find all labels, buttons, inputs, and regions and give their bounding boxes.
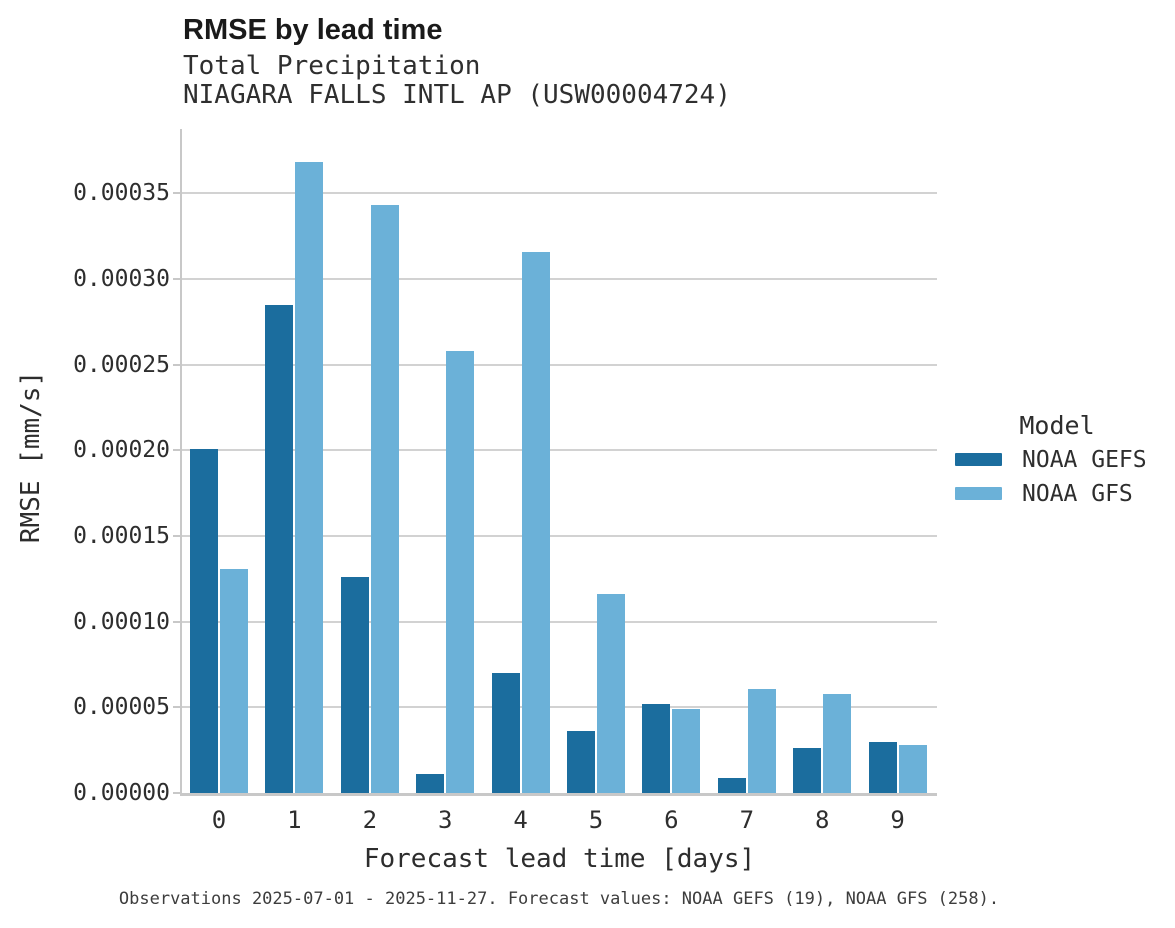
y-tick-label: 0.00005	[73, 694, 170, 721]
y-tick-label: 0.00025	[73, 351, 170, 378]
legend-label: NOAA GFS	[1022, 480, 1133, 507]
bar-noaa-gfs-lead-5	[597, 594, 625, 793]
legend-swatch-noaa-gfs	[955, 487, 1002, 500]
y-tick-mark	[173, 792, 181, 794]
y-tick-label: 0.00010	[73, 608, 170, 635]
x-tick-label: 1	[287, 806, 302, 834]
bar-noaa-gefs-lead-2	[340, 577, 369, 793]
y-tick-label: 0.00035	[73, 180, 170, 207]
bar-noaa-gefs-lead-6	[642, 703, 671, 793]
legend-label: NOAA GEFS	[1022, 446, 1147, 473]
bar-noaa-gfs-lead-0	[220, 568, 248, 793]
bar-noaa-gfs-lead-7	[747, 688, 776, 793]
bar-noaa-gefs-lead-3	[416, 774, 445, 793]
bar-noaa-gefs-lead-5	[567, 731, 595, 793]
plot-area	[180, 129, 937, 796]
y-tick-label: 0.00020	[73, 437, 170, 464]
caption: Observations 2025-07-01 - 2025-11-27. Fo…	[118, 889, 1000, 909]
chart-title: RMSE by lead time	[183, 14, 443, 46]
y-tick-mark	[173, 534, 181, 537]
bar-noaa-gfs-lead-4	[521, 251, 550, 793]
y-tick-mark	[173, 363, 181, 366]
bar-noaa-gfs-lead-6	[672, 709, 701, 793]
x-tick-label: 0	[211, 806, 227, 834]
chart-subtitle-station: NIAGARA FALLS INTL AP (USW00004724)	[183, 80, 731, 110]
bar-noaa-gefs-lead-9	[868, 741, 897, 793]
bar-noaa-gefs-lead-0	[190, 448, 218, 793]
y-tick-mark	[173, 706, 181, 709]
y-tick-mark	[173, 192, 181, 195]
gridline	[182, 620, 937, 623]
x-axis-title: Forecast lead time [days]	[363, 844, 756, 874]
gridline	[182, 363, 937, 366]
gridline	[182, 706, 937, 709]
gridline	[182, 449, 937, 452]
x-tick-label: 6	[664, 806, 679, 834]
x-tick-label: 8	[814, 806, 830, 834]
y-tick-mark	[173, 449, 181, 452]
bar-noaa-gfs-lead-3	[446, 350, 475, 793]
gridline	[182, 192, 937, 195]
x-tick-label: 7	[739, 806, 755, 834]
bar-noaa-gfs-lead-8	[823, 693, 852, 793]
gridline	[182, 534, 937, 537]
bar-noaa-gefs-lead-4	[491, 673, 520, 793]
bar-noaa-gefs-lead-1	[265, 304, 294, 793]
y-tick-mark	[173, 620, 181, 623]
gridline	[182, 277, 937, 280]
legend-swatch-noaa-gefs	[955, 453, 1002, 466]
y-tick-label: 0.00015	[73, 522, 170, 549]
legend-title: Model	[1019, 411, 1095, 440]
bar-noaa-gfs-lead-1	[295, 162, 324, 793]
bar-noaa-gefs-lead-7	[717, 777, 746, 793]
x-tick-label: 3	[437, 806, 453, 834]
y-tick-mark	[173, 277, 181, 280]
legend-entries: NOAA GEFS NOAA GFS	[950, 443, 1164, 510]
y-tick-label: 0.00000	[73, 780, 170, 806]
x-tick-label: 2	[362, 806, 378, 834]
x-tick-label: 9	[890, 806, 905, 834]
x-tick-label: 4	[513, 806, 528, 834]
x-tick-label: 5	[588, 806, 604, 834]
legend-entry: NOAA GFS	[950, 477, 1164, 510]
legend-entry: NOAA GEFS	[950, 443, 1164, 476]
y-tick-label: 0.00030	[73, 265, 170, 292]
bar-noaa-gfs-lead-2	[370, 205, 399, 793]
chart-subtitle-variable: Total Precipitation	[183, 51, 481, 81]
bar-noaa-gfs-lead-9	[898, 745, 927, 793]
legend: Model NOAA GEFS NOAA GFS	[950, 410, 1164, 510]
bar-noaa-gefs-lead-8	[793, 748, 822, 793]
